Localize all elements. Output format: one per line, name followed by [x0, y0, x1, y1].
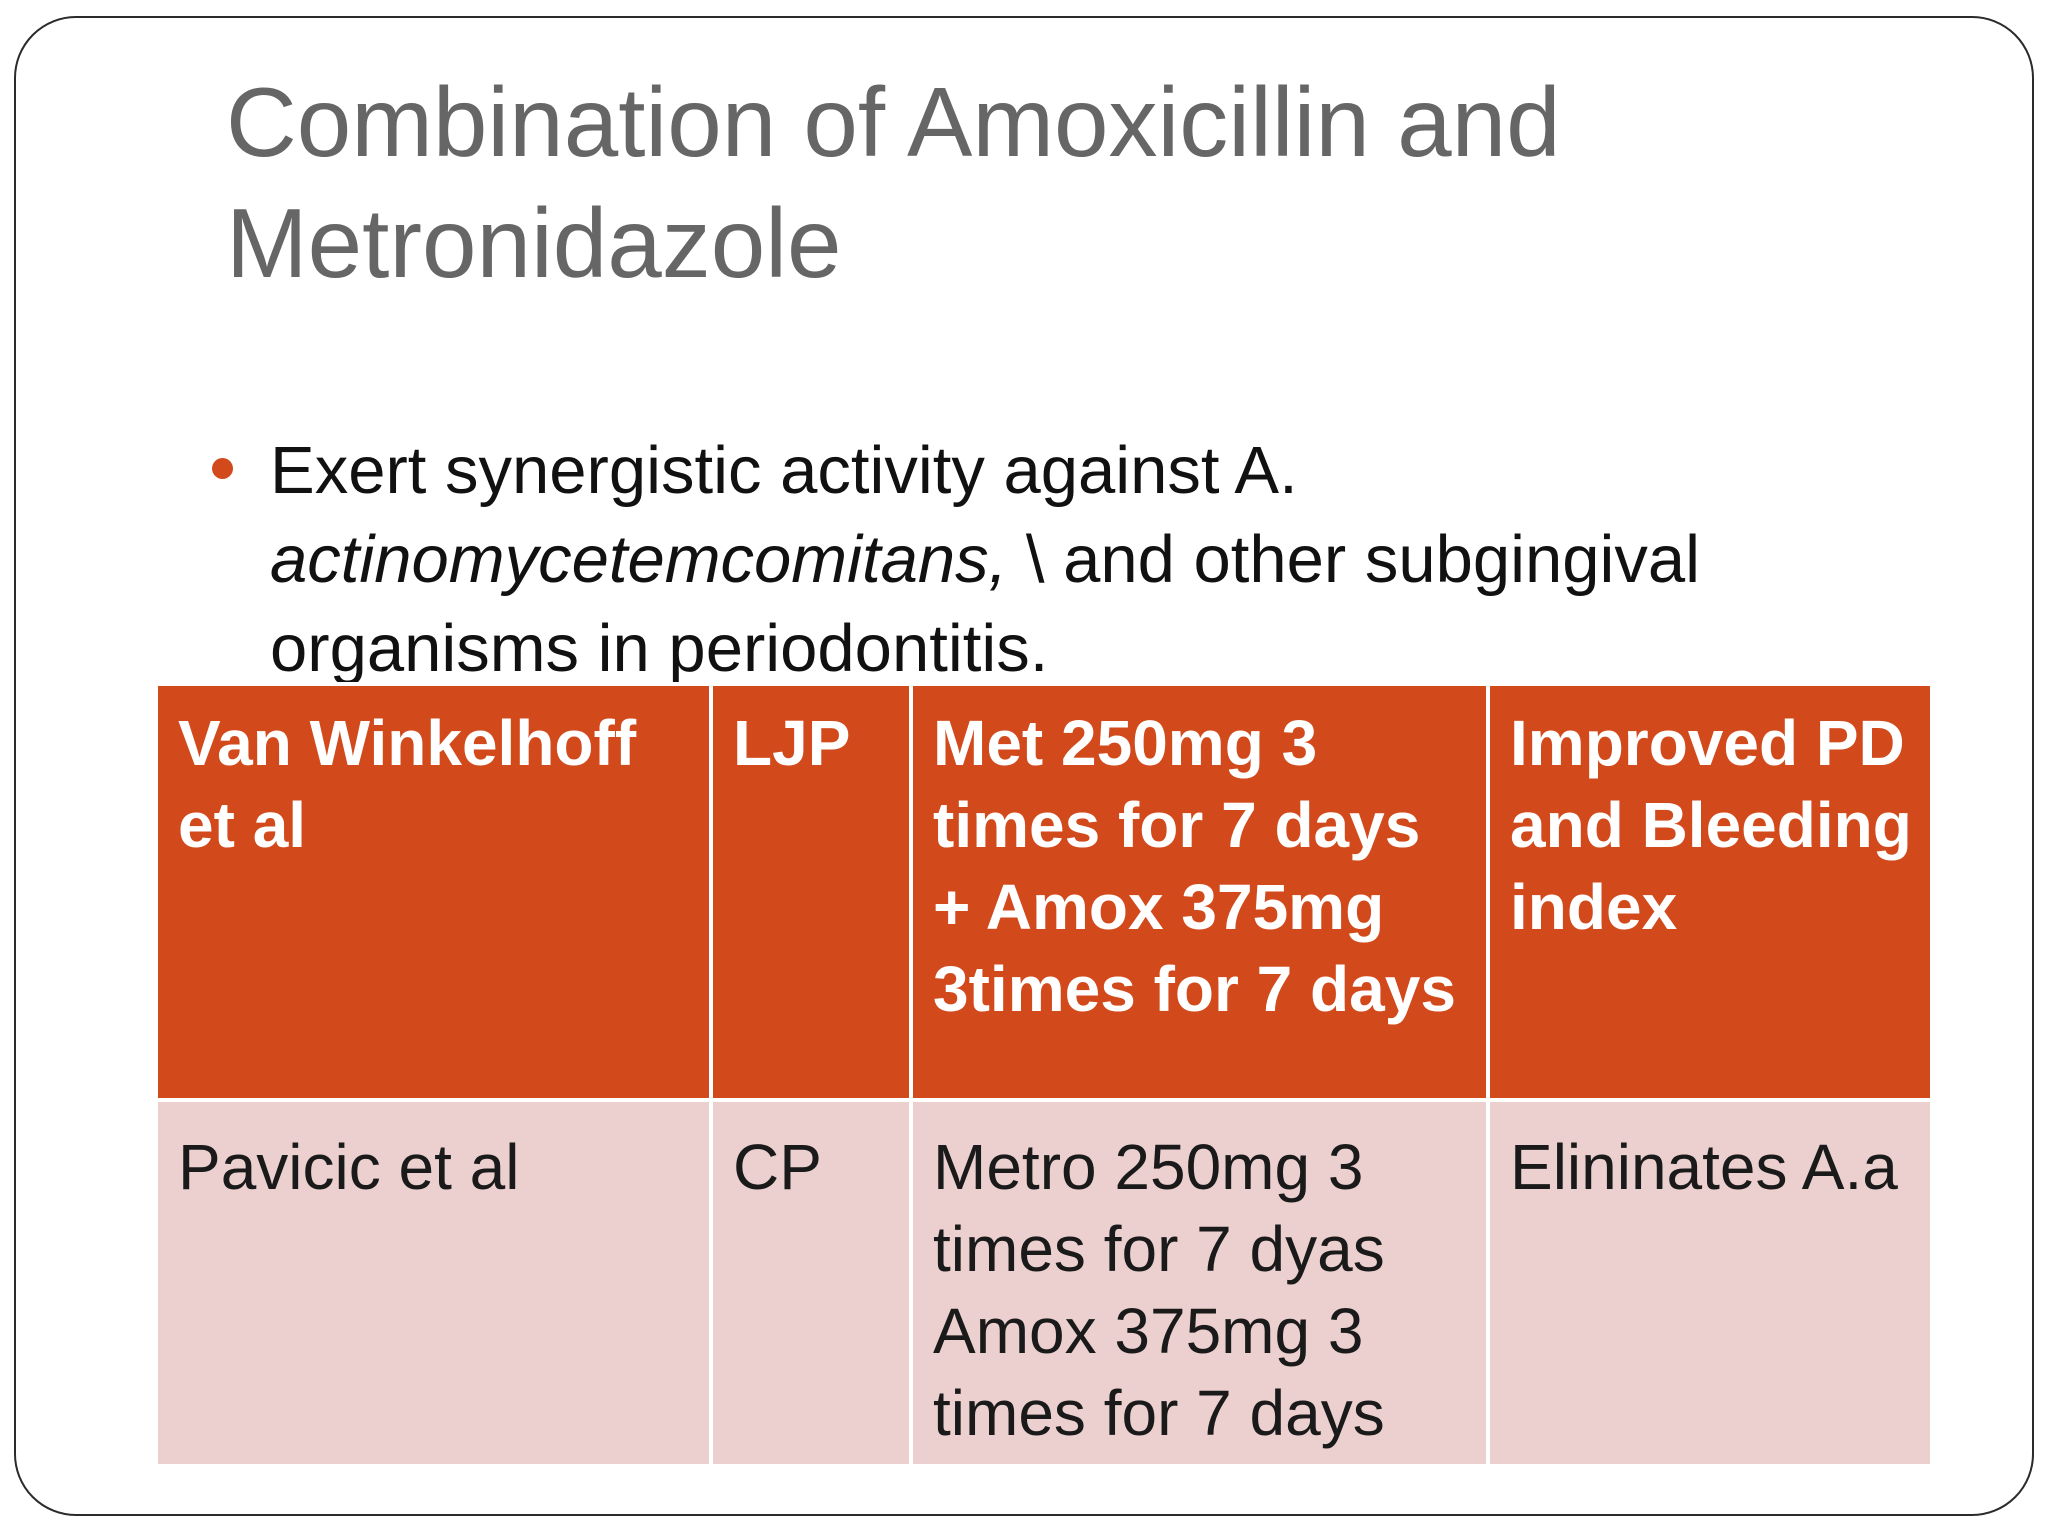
table-cell-outcome: Improved PD and Bleeding index: [1486, 682, 1934, 1102]
table-row: Van Winkelhoff et al LJP Met 250mg 3 tim…: [154, 682, 1934, 1102]
table-row: Pavicic et al CP Metro 250mg 3 times for…: [154, 1098, 1934, 1468]
table-cell-regimen: Met 250mg 3 times for 7 days + Amox 375m…: [909, 682, 1490, 1102]
table-cell-condition: CP: [709, 1098, 913, 1468]
bullet-dot-icon: [212, 458, 233, 479]
table-cell-outcome: Elininates A.a: [1486, 1098, 1934, 1468]
slide-title: Combination of Amoxicillin and Metronida…: [226, 67, 1561, 298]
bullet-text: Exert synergistic activity against A. ac…: [270, 426, 1930, 693]
bullet-text-end: \ and other subgingival organisms in per…: [270, 522, 1701, 686]
study-table: Van Winkelhoff et al LJP Met 250mg 3 tim…: [154, 682, 1934, 1468]
table-cell-condition: LJP: [709, 682, 913, 1102]
table-cell-study: Pavicic et al: [154, 1098, 713, 1468]
bullet-text-species: actinomycetemcomitans,: [270, 522, 1008, 597]
table-cell-study: Van Winkelhoff et al: [154, 682, 713, 1102]
bullet-text-start: Exert synergistic activity against A.: [270, 433, 1298, 508]
table-cell-regimen: Metro 250mg 3 times for 7 dyas Amox 375m…: [909, 1098, 1490, 1468]
